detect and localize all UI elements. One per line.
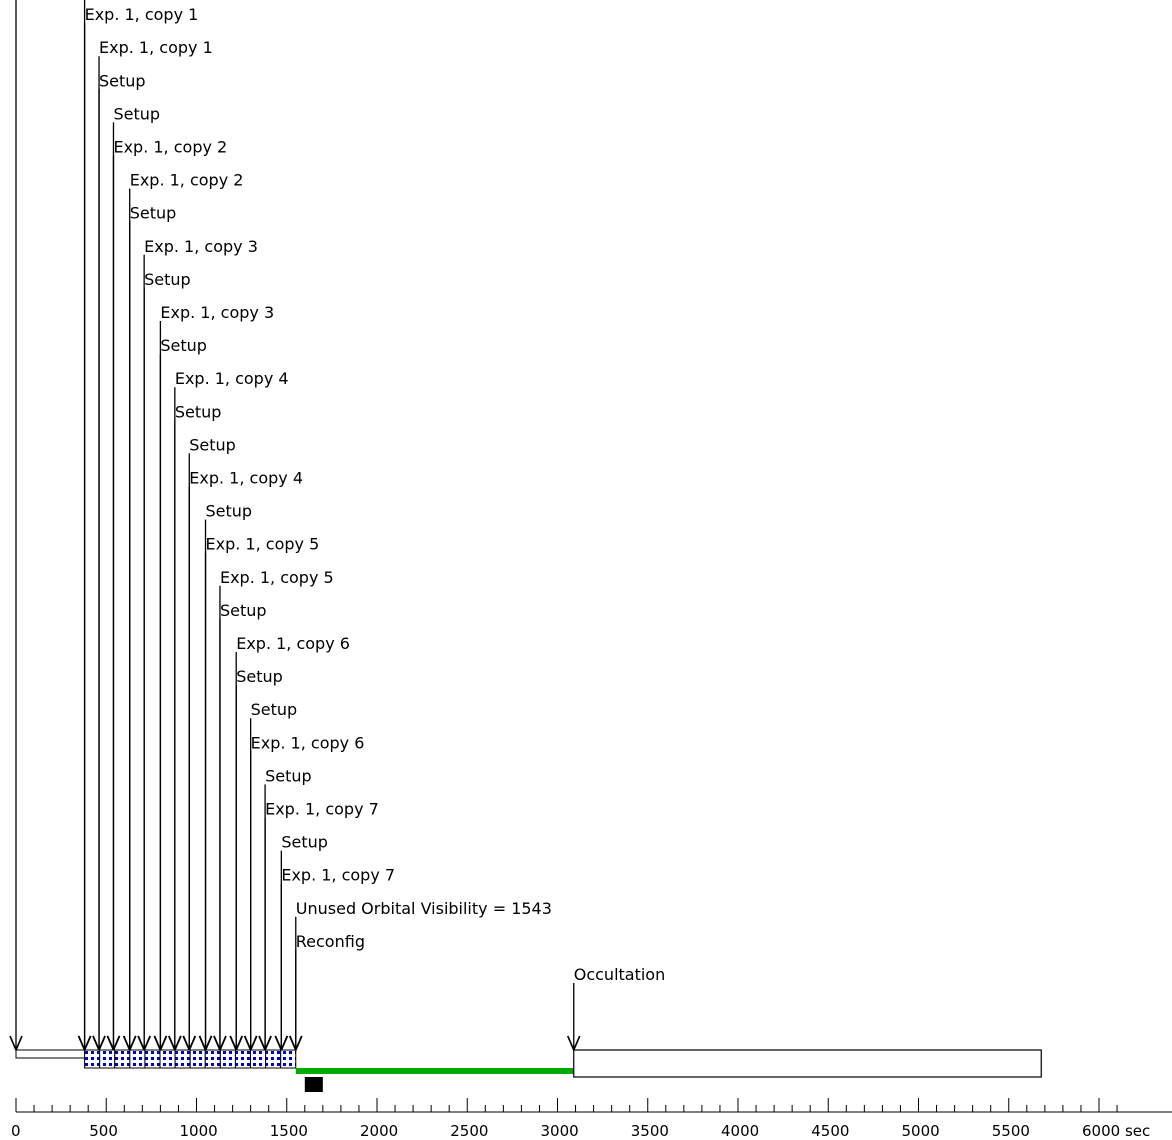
axis-tick-label: 1000 (180, 1122, 218, 1140)
exposure-segment (114, 1049, 131, 1069)
event-label: Setup (220, 601, 267, 620)
event-label: Setup (130, 204, 177, 223)
exposure-segment (219, 1049, 236, 1069)
timeline-bars (15, 1049, 1042, 1092)
event-label: Exp. 1, copy 3 (160, 303, 274, 322)
exposure-segment (84, 1049, 101, 1069)
unused-visibility-bar (295, 1068, 574, 1074)
exposure-segment (174, 1049, 191, 1069)
event-label: Reconfig (296, 932, 365, 951)
exposure-segment (280, 1049, 297, 1069)
event-label: Exp. 1, copy 6 (251, 733, 365, 752)
exposure-segment (144, 1049, 161, 1069)
event-label: Setup (236, 667, 283, 686)
event-label: Setup (251, 700, 298, 719)
exposure-segment (159, 1049, 176, 1069)
event-label: Occultation (574, 965, 666, 984)
event-label: Setup (206, 502, 253, 521)
axis-tick-label: 5500 (992, 1122, 1030, 1140)
event-label: Exp. 1, copy 7 (265, 800, 379, 819)
exposure-segment (129, 1049, 146, 1069)
event-label: Exp. 1, copy 3 (144, 237, 258, 256)
axis-tick-label: 2500 (450, 1122, 488, 1140)
event-label: Exp. 1, copy 1 (85, 5, 199, 24)
event-label: Exp. 1, copy 7 (281, 866, 395, 885)
event-label: Exp. 1, copy 2 (113, 138, 227, 157)
gs-acq-bar (15, 1049, 86, 1059)
event-label: Exp. 1, copy 4 (175, 369, 289, 388)
event-label: Setup (99, 71, 146, 90)
axis-tick-label: 3000 (541, 1122, 579, 1140)
exposure-segment (204, 1049, 221, 1069)
exposure-segment (99, 1049, 116, 1069)
event-label: Exp. 1, copy 6 (236, 634, 350, 653)
reconfig-bar (304, 1077, 323, 1092)
event-label: Exp. 1, copy 5 (220, 568, 334, 587)
event-label: Setup (189, 435, 236, 454)
occultation-bar (573, 1049, 1042, 1078)
axis-tick-label: 4000 (721, 1122, 759, 1140)
event-label: Setup (113, 104, 160, 123)
event-label: Setup (175, 402, 222, 421)
event-label: Exp. 1, copy 1 (99, 38, 213, 57)
exposure-segment (234, 1049, 252, 1069)
axis-tick-label: 4500 (811, 1122, 849, 1140)
event-label: Setup (265, 766, 312, 785)
axis-tick-label: 2000 (360, 1122, 398, 1140)
event-label: Setup (160, 336, 207, 355)
event-label: Exp. 1, copy 4 (189, 469, 303, 488)
exposure-segment (250, 1049, 267, 1069)
exposure-segment (189, 1049, 206, 1069)
axis-tick-label: 1500 (270, 1122, 308, 1140)
event-label: Setup (144, 270, 191, 289)
axis-tick-label: 6000 sec (1082, 1122, 1150, 1140)
axis-tick-label: 0 (11, 1122, 21, 1140)
event-label: Unused Orbital Visibility = 1543 (296, 899, 552, 918)
event-label: Setup (281, 833, 328, 852)
axis-tick-label: 3500 (631, 1122, 669, 1140)
exposure-segment (265, 1049, 282, 1069)
event-label: Exp. 1, copy 5 (206, 535, 320, 554)
axis-tick-label: 5000 (902, 1122, 940, 1140)
event-label: Exp. 1, copy 2 (130, 171, 244, 190)
time-axis: 0 500 1000 1500 2000 2500 3000 3500 4000 4500 5000… (11, 1098, 1172, 1140)
axis-tick-label: 500 (89, 1122, 118, 1140)
